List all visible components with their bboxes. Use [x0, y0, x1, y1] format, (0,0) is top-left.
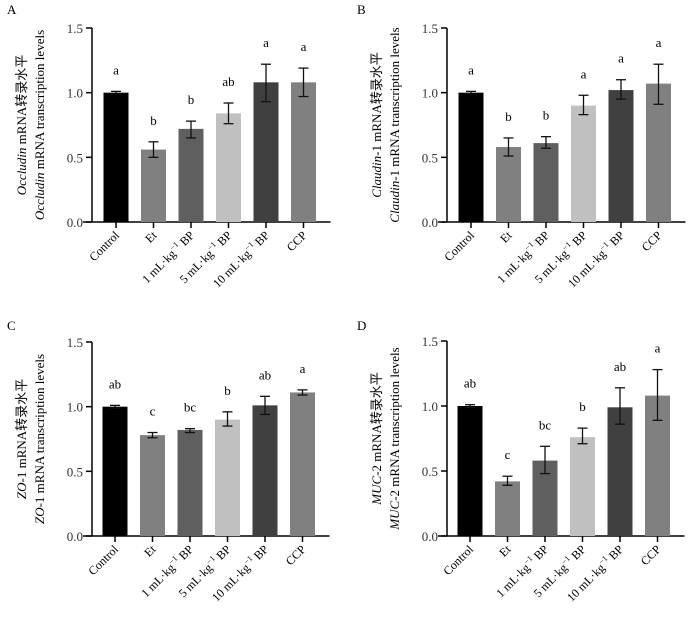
y-tick-label: 0.5	[422, 464, 438, 479]
x-tick-label: Control	[441, 228, 477, 264]
panel-letter: C	[7, 318, 16, 333]
x-tick-label: CCP	[639, 228, 665, 254]
significance-label: ab	[259, 367, 271, 382]
x-tick-label: CCP	[284, 228, 310, 254]
bar	[570, 437, 595, 536]
y-tick-label: 1.5	[67, 335, 83, 350]
significance-label: b	[579, 399, 586, 414]
bar	[496, 146, 521, 222]
y-tick-label: 1.5	[422, 21, 438, 36]
significance-label: a	[656, 35, 662, 50]
significance-label: ab	[222, 74, 234, 89]
y-tick-label: 1.5	[67, 21, 83, 36]
x-tick-label: Control	[440, 542, 476, 578]
y-axis-label-cn: ZO-1 mRNA转录水平	[14, 379, 29, 499]
y-tick-label: 1.0	[67, 400, 83, 415]
y-tick-label: 1.0	[422, 399, 438, 414]
significance-label: b	[505, 109, 512, 124]
panel-letter: B	[357, 2, 366, 17]
bar	[216, 113, 241, 222]
bar	[458, 92, 484, 223]
x-tick-label: CCP	[283, 542, 309, 568]
panel-letter: D	[357, 318, 366, 333]
bar	[252, 405, 278, 536]
bar	[103, 92, 129, 223]
x-tick-label: Control	[85, 542, 121, 578]
bar	[533, 143, 559, 222]
significance-label: a	[581, 66, 587, 81]
y-axis-label-cn: Claudin-1 mRNA转录水平	[369, 52, 384, 198]
bar	[495, 481, 520, 536]
significance-label: b	[188, 92, 195, 107]
bar	[102, 406, 128, 536]
y-tick-label: 0.0	[67, 529, 83, 544]
bar	[178, 128, 204, 222]
significance-label: b	[150, 113, 157, 128]
significance-label: b	[543, 108, 550, 123]
x-tick-label: Et	[497, 228, 515, 246]
significance-label: a	[618, 51, 624, 66]
significance-label: ab	[109, 376, 121, 391]
bar	[291, 82, 316, 222]
significance-label: b	[224, 383, 231, 398]
y-tick-label: 0.0	[422, 529, 438, 544]
bar	[253, 82, 279, 222]
y-tick-label: 0.5	[67, 150, 83, 165]
bar	[607, 407, 633, 536]
y-axis-label-en: Claudin-1 mRNA transcription levels	[387, 27, 402, 222]
significance-label: ab	[464, 376, 476, 391]
significance-label: a	[113, 62, 119, 77]
y-tick-label: 1.0	[422, 86, 438, 101]
significance-label: a	[263, 35, 269, 50]
y-tick-label: 0.5	[67, 464, 83, 479]
significance-label: a	[301, 39, 307, 54]
x-tick-label: Et	[141, 542, 159, 560]
y-axis-label-cn: MUC-2 mRNA转录水平	[369, 372, 384, 506]
bar	[290, 392, 315, 536]
x-tick-label: Control	[86, 228, 122, 264]
bar	[140, 435, 165, 536]
x-tick-label: Et	[142, 228, 160, 246]
bar	[646, 83, 671, 222]
bar	[177, 429, 203, 536]
y-axis-label-en: Occludin mRNA transcription levels	[32, 30, 47, 220]
significance-label: c	[150, 404, 156, 419]
y-axis-label-en: MUC-2 mRNA transcription levels	[387, 347, 402, 530]
significance-label: a	[300, 361, 306, 376]
y-tick-label: 0.0	[67, 215, 83, 230]
x-tick-label: Et	[496, 542, 514, 560]
significance-label: bc	[184, 400, 197, 415]
y-tick-label: 1.0	[67, 86, 83, 101]
significance-label: a	[468, 62, 474, 77]
bar	[215, 419, 240, 536]
significance-label: ab	[614, 359, 626, 374]
bar	[571, 105, 596, 222]
y-tick-label: 0.0	[422, 215, 438, 230]
y-axis-label-en: ZO-1 mRNA transcription levels	[32, 354, 47, 524]
y-axis-label-cn: Occludin mRNA转录水平	[14, 55, 29, 195]
bar	[608, 90, 634, 222]
bar	[457, 406, 483, 536]
significance-label: a	[655, 341, 661, 356]
y-tick-label: 1.5	[422, 334, 438, 349]
significance-label: c	[505, 447, 511, 462]
significance-label: bc	[539, 417, 552, 432]
panel-letter: A	[7, 2, 17, 17]
bar	[141, 149, 166, 222]
x-tick-label: CCP	[638, 542, 664, 568]
y-tick-label: 0.5	[422, 150, 438, 165]
